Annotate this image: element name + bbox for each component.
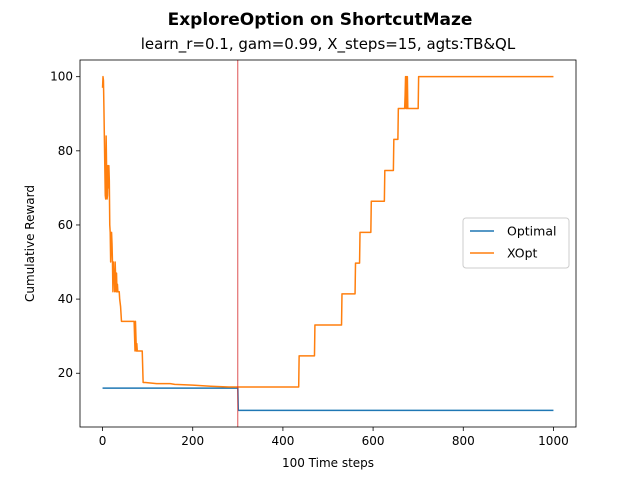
axes-frame [79,59,577,428]
y-tick-label: 40 [58,292,73,306]
x-axis-label: 100 Time steps [282,456,374,470]
series-line-xopt [101,75,554,388]
series-line-optimal [102,387,554,412]
x-tick-label: 1000 [538,434,569,448]
y-axis-label: Cumulative Reward [23,185,37,302]
plot-area: 0 200 400 600 800 1000 20 40 60 80 100 [50,59,577,448]
x-tick-label: 800 [452,434,475,448]
x-tick-label: 0 [99,434,107,448]
y-tick-label: 100 [50,70,73,84]
x-tick-label: 200 [181,434,204,448]
chart-title: ExploreOption on ShortcutMaze [168,10,473,30]
legend-label-optimal: Optimal [507,224,556,239]
x-tick-label: 600 [362,434,385,448]
x-tick-label: 400 [271,434,294,448]
y-tick-label: 20 [58,366,73,380]
y-tick-label: 80 [58,144,73,158]
x-axis: 0 200 400 600 800 1000 [99,427,569,448]
y-tick-label: 60 [58,218,73,232]
legend-label-xopt: XOpt [507,246,538,261]
chart-subtitle: learn_r=0.1, gam=0.99, X_steps=15, agts:… [141,35,516,54]
y-axis: 20 40 60 80 100 [50,70,80,380]
legend: Optimal XOpt [462,217,570,269]
